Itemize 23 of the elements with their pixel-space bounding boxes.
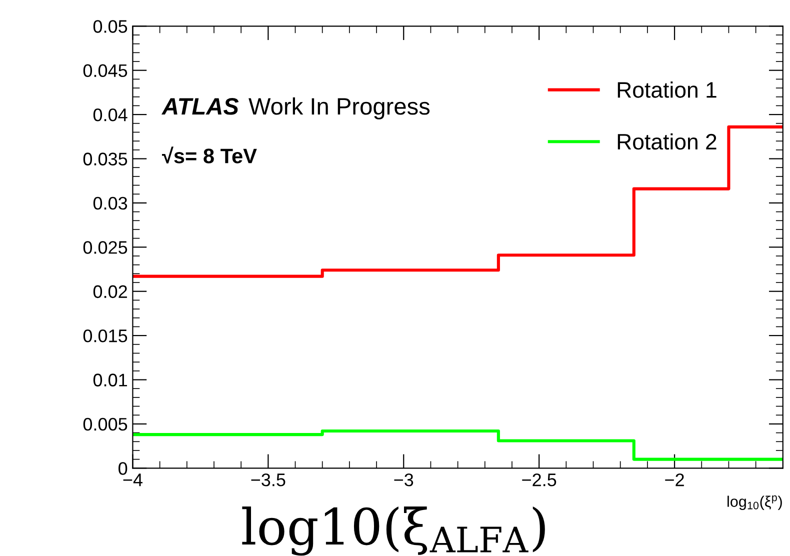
y-tick-label: 0.02 [93,285,127,298]
annotation: ATLAS [161,98,239,115]
y-tick-label: 0.025 [83,241,128,254]
legend-label: Rotation 2 [618,133,716,150]
y-tick-label: 0.035 [83,152,128,166]
annotation: √s= 8 TeV [162,146,257,164]
y-tick-label: 0.05 [93,20,128,33]
annotation: Work In Progress [248,97,430,120]
y-tick-label: 0.005 [83,418,128,431]
text: log10(ξ$_{ALFA}$) [242,506,545,556]
y-tick-label: 0.03 [93,196,128,210]
x-tick-label: −2 [665,473,684,486]
legend-label: Rotation 1 [618,81,716,98]
x-tick-label: −3.5 [251,473,286,486]
x-tick-label: −3 [394,473,414,486]
y-tick-label: 0.045 [83,64,128,78]
x-axis-title: log$_{10}$(ξ$^{p}$) [728,495,782,510]
y-tick-label: 0.015 [83,329,128,342]
y-tick-label: 0 [118,462,128,475]
y-tick-label: 0.04 [93,108,128,122]
x-tick-label: −4 [123,474,142,486]
x-tick-label: −2.5 [522,473,556,486]
y-tick-label: 0.01 [93,374,127,386]
